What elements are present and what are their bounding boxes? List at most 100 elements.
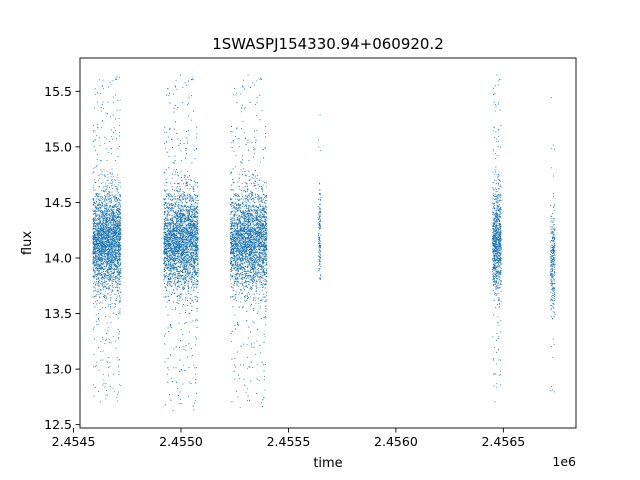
data-point [118, 194, 120, 196]
data-point [95, 295, 97, 297]
data-point [100, 250, 102, 252]
data-point [107, 262, 109, 264]
data-point [106, 202, 108, 204]
data-point [99, 219, 101, 221]
data-point [94, 195, 96, 197]
data-point [173, 207, 174, 209]
data-point [103, 231, 105, 233]
data-point [116, 255, 117, 257]
data-point [96, 250, 98, 252]
data-point [100, 272, 102, 274]
data-point [193, 284, 195, 286]
data-point [112, 209, 114, 211]
data-point [109, 198, 111, 200]
data-point [98, 186, 100, 187]
data-point [92, 213, 94, 215]
data-point [179, 247, 181, 249]
data-point [109, 248, 111, 250]
data-point [99, 302, 101, 304]
data-point [178, 144, 179, 146]
data-point [113, 211, 115, 213]
data-point [115, 247, 117, 249]
data-point [118, 244, 120, 245]
data-point [117, 232, 119, 234]
data-point [94, 251, 96, 253]
data-point [111, 174, 113, 175]
data-point [96, 231, 98, 232]
data-point [116, 197, 118, 199]
data-point [119, 221, 121, 223]
data-point [93, 222, 95, 224]
data-point [186, 266, 188, 268]
data-point [96, 273, 97, 275]
data-point [185, 293, 187, 295]
data-point [183, 216, 185, 218]
data-point [189, 226, 191, 228]
data-point [110, 227, 112, 228]
data-point [163, 131, 165, 133]
data-point [107, 224, 109, 226]
data-point [112, 215, 114, 216]
data-point [101, 237, 103, 238]
data-point [96, 202, 98, 204]
data-point [111, 172, 113, 174]
data-point [167, 253, 168, 254]
data-point [93, 233, 95, 234]
data-point [110, 252, 111, 254]
data-point [163, 296, 165, 298]
data-point [105, 199, 107, 201]
data-point [96, 273, 98, 275]
data-point [112, 80, 114, 82]
data-point [119, 359, 120, 361]
data-point [106, 185, 108, 186]
data-point [166, 301, 168, 303]
data-point [109, 273, 110, 275]
data-point [103, 185, 105, 187]
data-point [93, 252, 95, 254]
data-point [92, 277, 94, 279]
data-point [118, 245, 120, 247]
data-point [119, 301, 121, 303]
data-point [115, 266, 117, 268]
data-point [119, 246, 120, 248]
data-point [109, 228, 111, 230]
data-point [107, 243, 109, 245]
data-point [118, 281, 120, 282]
data-point [111, 228, 113, 230]
data-point [95, 230, 97, 231]
data-point [170, 195, 172, 197]
data-point [94, 88, 96, 90]
data-point [105, 190, 107, 192]
data-point [106, 194, 108, 196]
data-point [108, 215, 110, 217]
data-point [163, 199, 165, 201]
data-point [117, 220, 119, 222]
data-point [93, 248, 95, 250]
data-point [104, 240, 106, 242]
data-point [113, 226, 115, 228]
data-point [113, 264, 115, 266]
data-point [111, 211, 113, 213]
data-point [117, 246, 119, 248]
data-point [109, 227, 111, 228]
data-point [99, 284, 101, 286]
data-point [177, 204, 179, 206]
data-point [119, 240, 121, 242]
data-point [188, 235, 190, 237]
data-point [95, 246, 97, 248]
data-point [115, 264, 117, 266]
data-point [99, 253, 101, 255]
data-point [108, 245, 110, 247]
data-point [102, 190, 104, 192]
data-point [93, 217, 95, 219]
data-point [108, 226, 110, 228]
data-point [115, 284, 117, 286]
data-point [115, 223, 116, 225]
data-point [117, 275, 119, 277]
data-point [93, 296, 95, 298]
data-point [95, 250, 96, 252]
data-point [111, 256, 113, 258]
data-point [112, 223, 114, 225]
data-point [111, 261, 113, 263]
data-point [108, 252, 110, 254]
